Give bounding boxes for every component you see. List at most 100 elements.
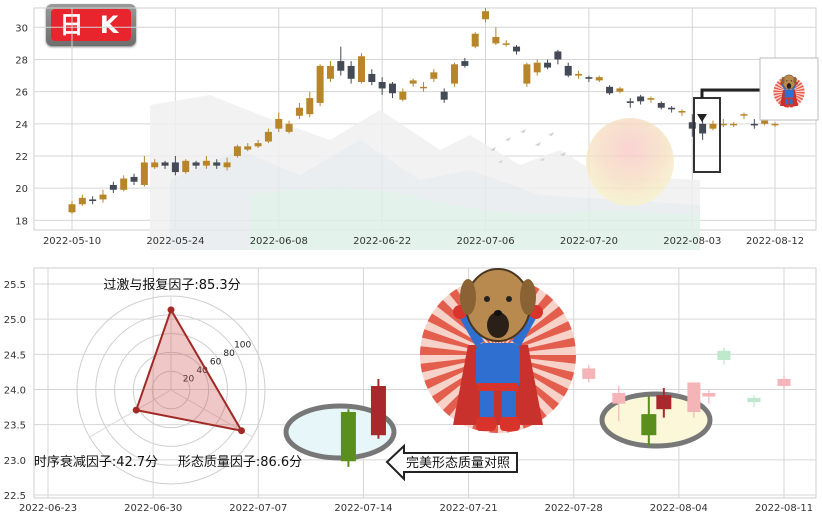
top-candle-body — [120, 178, 128, 190]
top-candle-body — [244, 146, 252, 150]
top-candle — [533, 59, 541, 76]
top-candle-body — [740, 114, 748, 116]
top-candle — [771, 122, 779, 128]
callout-arrow[interactable]: 完美形态质量对照 — [385, 443, 518, 482]
top-candle — [482, 8, 490, 23]
mascot-nose — [494, 310, 502, 316]
mascot-right-arm — [791, 83, 797, 91]
top-candle — [678, 109, 686, 116]
top-candle — [564, 62, 572, 78]
bottom-candle-body — [747, 397, 761, 403]
mascot-left-ear — [781, 76, 785, 84]
top-candle — [213, 159, 221, 169]
top-y-tick-label: 20 — [15, 184, 28, 195]
mascot-figure — [420, 268, 576, 433]
mascot-left-boot — [784, 104, 789, 108]
mascot-left-eye — [786, 80, 788, 82]
top-x-axis: 2022-05-10 2022-05-24 2022-06-08 2022-06-22… — [43, 236, 804, 247]
top-candle — [68, 201, 76, 214]
top-candle-body — [78, 197, 86, 205]
top-x-tick-label: 2022-07-20 — [560, 236, 618, 247]
top-x-tick-label: 2022-06-08 — [250, 236, 308, 247]
bottom-x-tick-label: 2022-06-30 — [124, 503, 182, 514]
top-candle — [120, 175, 128, 192]
top-y-tick-label: 24 — [15, 120, 28, 131]
radar-point — [167, 306, 175, 314]
top-candle-body — [626, 101, 634, 103]
radar-spoke — [89, 389, 172, 438]
top-candle — [595, 75, 603, 82]
top-candle-body — [637, 96, 645, 102]
bottom-x-tick-label: 2022-07-14 — [334, 503, 392, 514]
top-candle-body — [140, 162, 148, 185]
top-candle — [388, 82, 396, 99]
radar-area — [134, 307, 244, 433]
top-candle — [89, 196, 97, 205]
top-candle — [451, 62, 459, 87]
bottom-x-tick-label: 2022-07-28 — [545, 503, 603, 514]
top-candle-body — [192, 162, 200, 166]
top-candle-body — [306, 98, 314, 115]
mascot-left-boot — [476, 417, 496, 431]
bottom-y-tick-label: 25.5 — [4, 280, 26, 291]
top-candle-body — [99, 194, 107, 200]
mascot-right-boot — [500, 417, 520, 431]
top-candle — [420, 82, 427, 92]
bottom-y-tick-label: 24.0 — [4, 386, 26, 397]
top-x-tick-label: 2022-08-12 — [746, 236, 804, 247]
radar-ring-label: 20 — [183, 375, 195, 385]
bottom-candle-body — [370, 385, 386, 436]
mascot-thumbnail[interactable] — [759, 57, 819, 121]
bottom-y-tick-label: 23.5 — [4, 421, 26, 432]
mascot-mouth — [786, 83, 792, 89]
top-candle-body — [688, 122, 696, 129]
bottom-candle — [582, 364, 596, 383]
bottom-y-tick-label: 24.5 — [4, 350, 26, 361]
top-candle-body — [461, 61, 469, 66]
top-candle — [264, 128, 272, 144]
top-candle — [502, 40, 510, 47]
top-candle — [347, 61, 355, 84]
mascot-right-eye — [790, 80, 792, 82]
bottom-candle-body — [582, 368, 596, 379]
top-candle-body — [440, 91, 448, 100]
top-candle-body — [295, 107, 303, 116]
bottom-candle-body — [656, 395, 672, 410]
top-candle — [575, 70, 583, 79]
top-candle — [523, 62, 531, 87]
top-candle — [409, 78, 417, 87]
top-candle — [709, 120, 717, 131]
mascot-right-boot — [789, 104, 794, 108]
top-candle-body — [606, 86, 614, 94]
top-candle — [285, 120, 293, 134]
highlight-arrow-icon — [697, 114, 707, 122]
top-candle — [306, 91, 314, 118]
top-candle-body — [730, 123, 738, 126]
mascot-belt — [478, 383, 518, 391]
mascot-left-ear — [460, 279, 476, 315]
highlight-box[interactable] — [693, 97, 721, 173]
radar-point — [237, 427, 245, 435]
top-candle-body — [513, 46, 521, 52]
daily-k-badge[interactable]: 日 K — [46, 4, 136, 46]
top-y-tick-label: 18 — [15, 216, 28, 227]
top-x-tick-label: 2022-08-03 — [663, 236, 721, 247]
mascot-left-arm — [781, 83, 787, 91]
bottom-comparison-chart: 22.523.023.524.024.525.025.5 2022-06-23 2… — [4, 267, 817, 514]
top-candle-body — [264, 131, 272, 142]
top-candle-body — [699, 123, 707, 134]
bottom-candle — [656, 388, 672, 418]
top-candle — [192, 160, 200, 169]
top-candle — [554, 49, 562, 65]
top-candle — [99, 189, 107, 203]
top-candle-body — [564, 65, 572, 76]
top-candle — [254, 139, 262, 148]
top-candle-body — [451, 64, 459, 84]
top-x-tick-label: 2022-07-06 — [456, 236, 514, 247]
top-candle — [606, 85, 614, 95]
top-candle — [616, 86, 624, 94]
bottom-candle — [641, 396, 657, 446]
mascot-large — [420, 268, 576, 433]
top-candle-body — [109, 184, 117, 190]
top-candle — [492, 27, 500, 45]
